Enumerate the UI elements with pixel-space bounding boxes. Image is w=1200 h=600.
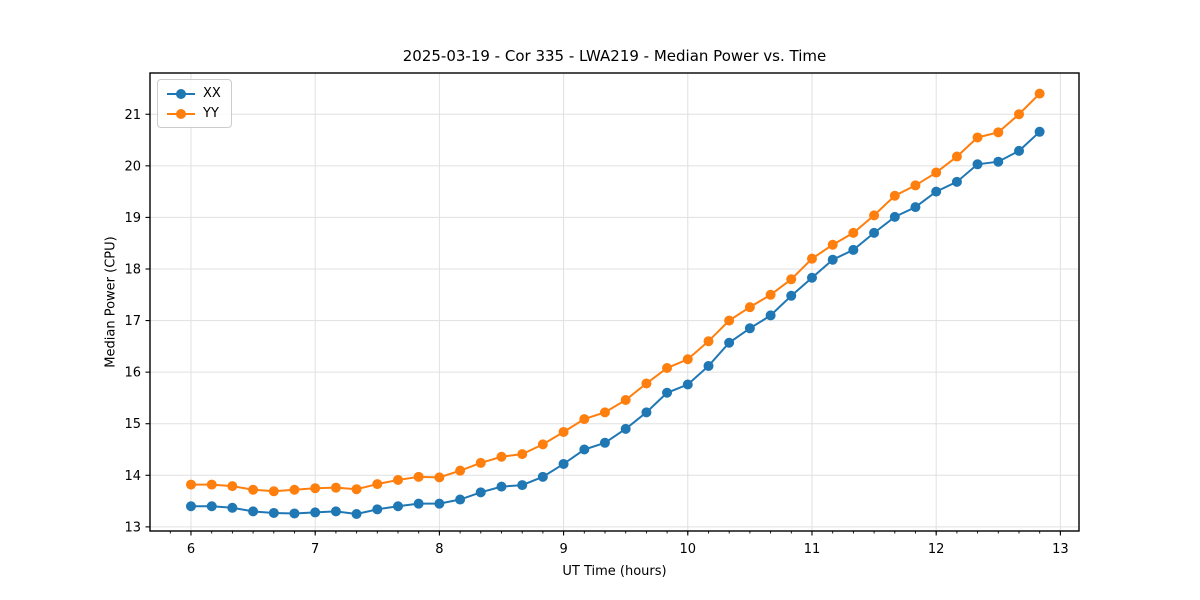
legend: XX YY (157, 79, 232, 128)
legend-label: XX (203, 86, 221, 101)
y-tick-label: 14 (124, 469, 141, 484)
grid-lines (150, 73, 1079, 531)
y-axis-label: Median Power (CPU) (103, 236, 119, 368)
x-tick-label: 10 (680, 542, 697, 557)
x-tick-label: 11 (804, 542, 821, 557)
legend-line-marker-icon (167, 88, 195, 99)
axes-box (149, 72, 1080, 532)
y-tick-label: 15 (124, 417, 141, 432)
series-xx-points (185, 126, 1045, 519)
y-tick-label: 18 (124, 262, 141, 277)
series-yy-line (190, 92, 1041, 493)
series-yy-points (185, 88, 1045, 497)
x-tick-label: 13 (1052, 542, 1069, 557)
legend-label: YY (203, 106, 219, 121)
x-tick-label: 9 (559, 542, 567, 557)
legend-line-marker-icon (167, 108, 195, 119)
legend-entry-xx: XX (166, 85, 221, 102)
y-tick-label: 20 (124, 159, 141, 174)
x-tick-label: 6 (187, 542, 195, 557)
y-tick-label: 21 (124, 108, 141, 123)
y-tick-label: 16 (124, 366, 141, 381)
x-axis-label: UT Time (hours) (562, 564, 667, 579)
x-tick-label: 12 (928, 542, 945, 557)
y-tick-label: 17 (124, 314, 141, 329)
y-tick-label: 19 (124, 211, 141, 226)
y-tick-label: 13 (124, 520, 141, 535)
x-tick-label: 7 (311, 542, 319, 557)
tick-labels: 6 7 8 9 10 11 12 13 13 14 15 16 17 18 19 20 21 (124, 108, 1068, 557)
chart-title: 2025-03-19 - Cor 335 - LWA219 - Median P… (402, 47, 827, 65)
legend-entry-yy: YY (166, 105, 221, 122)
x-tick-label: 8 (435, 542, 443, 557)
axis-ticks (145, 113, 1061, 536)
